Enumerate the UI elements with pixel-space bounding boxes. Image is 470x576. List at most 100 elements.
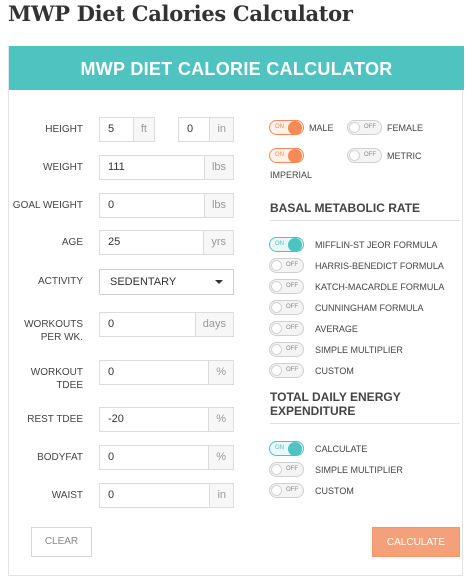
toggle-off-text: OFF xyxy=(364,152,376,158)
workouts-label-line2: PER WK. xyxy=(40,332,83,343)
rest-tdee-field[interactable]: -20 % xyxy=(99,407,234,432)
bodyfat-field[interactable]: 0 % xyxy=(99,445,234,470)
bmr-heading: BASAL METABOLIC RATE xyxy=(270,201,420,215)
chevron-down-icon xyxy=(215,280,223,284)
imperial-toggle[interactable]: ON xyxy=(269,148,304,163)
toggle-off-text: OFF xyxy=(286,367,298,373)
weight-label: WEIGHT xyxy=(43,162,83,173)
toggle-knob xyxy=(349,122,360,133)
bmr-option-label: HARRIS-BENEDICT FORMULA xyxy=(315,261,444,271)
bmr-toggle-cunningham[interactable]: OFF xyxy=(269,300,304,315)
male-toggle[interactable]: ON xyxy=(269,120,304,135)
tdee-heading-line2: EXPENDITURE xyxy=(270,404,356,418)
age-value[interactable]: 25 xyxy=(108,236,121,248)
toggle-knob xyxy=(288,238,302,252)
goal-weight-label: GOAL WEIGHT xyxy=(12,200,83,211)
waist-unit: in xyxy=(209,484,233,507)
toggle-knob xyxy=(288,442,302,456)
bmr-option-label: CUSTOM xyxy=(315,366,354,376)
metric-toggle[interactable]: OFF xyxy=(347,148,382,163)
bmr-toggle-katch[interactable]: OFF xyxy=(269,279,304,294)
toggle-knob xyxy=(288,121,302,135)
toggle-knob xyxy=(271,365,282,376)
calculate-button[interactable]: CALCULATE xyxy=(372,527,460,557)
waist-value[interactable]: 0 xyxy=(108,489,115,501)
toggle-off-text: OFF xyxy=(286,283,298,289)
weight-value[interactable]: 111 xyxy=(108,161,125,173)
tdee-toggle-simple-multiplier[interactable]: OFF xyxy=(269,462,304,477)
workout-tdee-label-line2: TDEE xyxy=(56,380,83,391)
goal-weight-unit: lbs xyxy=(203,194,233,217)
calculator-panel: MWP DIET CALORIE CALCULATOR xyxy=(8,46,464,576)
goal-weight-value[interactable]: 0 xyxy=(108,199,115,211)
tdee-toggle-calculate[interactable]: ON xyxy=(269,441,304,456)
age-label: AGE xyxy=(61,237,83,248)
bmr-toggle-simple-multiplier[interactable]: OFF xyxy=(269,342,304,357)
toggle-off-text: OFF xyxy=(286,262,298,268)
bmr-toggle-harris[interactable]: OFF xyxy=(269,258,304,273)
male-label: MALE xyxy=(309,123,334,133)
toggle-off-text: OFF xyxy=(286,346,298,352)
workouts-field[interactable]: 0 days xyxy=(99,312,234,337)
toggle-on-text: ON xyxy=(275,152,284,158)
workout-tdee-unit: % xyxy=(208,361,233,384)
age-field[interactable]: 25 yrs xyxy=(99,230,234,255)
toggle-on-text: ON xyxy=(275,124,284,130)
calculator-header: MWP DIET CALORIE CALCULATOR xyxy=(9,46,464,90)
goal-weight-field[interactable]: 0 lbs xyxy=(99,193,234,218)
workouts-value[interactable]: 0 xyxy=(108,318,115,330)
toggle-off-text: OFF xyxy=(286,304,298,310)
tdee-heading: TOTAL DAILY ENERGY EXPENDITURE xyxy=(270,390,460,418)
toggle-knob xyxy=(349,150,360,161)
bmr-option-label: MIFFLIN-ST JEOR FORMULA xyxy=(315,240,438,250)
toggle-knob xyxy=(271,464,282,475)
age-unit: yrs xyxy=(203,231,233,254)
height-inches-field[interactable]: 0 in xyxy=(178,117,234,142)
workout-tdee-field[interactable]: 0 % xyxy=(99,360,234,385)
bmr-toggle-mifflin[interactable]: ON xyxy=(269,237,304,252)
height-feet-field[interactable]: 5 ft xyxy=(99,117,155,142)
weight-field[interactable]: 111 lbs xyxy=(99,155,234,180)
bmr-option-label: AVERAGE xyxy=(315,324,358,334)
workout-tdee-label: WORKOUT TDEE xyxy=(7,366,83,392)
bmr-divider xyxy=(270,220,460,221)
tdee-option-label: CUSTOM xyxy=(315,486,354,496)
workout-tdee-value[interactable]: 0 xyxy=(108,366,115,378)
page-title: MWP Diet Calories Calculator xyxy=(8,1,353,26)
bodyfat-label: BODYFAT xyxy=(37,452,83,463)
rest-tdee-value[interactable]: -20 xyxy=(108,413,124,425)
metric-label: METRIC xyxy=(387,151,422,161)
toggle-knob xyxy=(271,323,282,334)
female-toggle[interactable]: OFF xyxy=(347,120,382,135)
toggle-off-text: OFF xyxy=(286,487,298,493)
height-inches-unit: in xyxy=(209,118,233,141)
tdee-option-label: SIMPLE MULTIPLIER xyxy=(315,465,403,475)
weight-unit: lbs xyxy=(203,156,233,179)
bodyfat-value[interactable]: 0 xyxy=(108,451,115,463)
toggle-knob xyxy=(288,149,302,163)
toggle-knob xyxy=(271,260,282,271)
bmr-option-label: SIMPLE MULTIPLIER xyxy=(315,345,403,355)
clear-button[interactable]: CLEAR xyxy=(31,527,92,557)
waist-label: WAIST xyxy=(51,490,83,501)
waist-field[interactable]: 0 in xyxy=(99,483,234,508)
bmr-toggle-average[interactable]: OFF xyxy=(269,321,304,336)
bmr-toggle-custom[interactable]: OFF xyxy=(269,363,304,378)
workout-tdee-label-line1: WORKOUT xyxy=(30,367,83,378)
tdee-heading-line1: TOTAL DAILY ENERGY xyxy=(270,390,401,404)
imperial-label: IMPERIAL xyxy=(270,170,313,180)
rest-tdee-label: REST TDEE xyxy=(27,414,83,425)
height-feet-value[interactable]: 5 xyxy=(108,123,115,135)
tdee-divider xyxy=(270,423,460,424)
activity-label: ACTIVITY xyxy=(37,276,83,287)
height-label: HEIGHT xyxy=(45,124,83,135)
workouts-label-line1: WORKOUTS xyxy=(24,319,83,330)
toggle-knob xyxy=(271,281,282,292)
toggle-off-text: OFF xyxy=(364,124,376,130)
tdee-toggle-custom[interactable]: OFF xyxy=(269,483,304,498)
activity-select[interactable]: SEDENTARY xyxy=(99,269,234,295)
bodyfat-unit: % xyxy=(208,446,233,469)
bmr-option-label: KATCH-MACARDLE FORMULA xyxy=(315,282,445,292)
rest-tdee-unit: % xyxy=(208,408,233,431)
height-inches-value[interactable]: 0 xyxy=(187,123,194,135)
